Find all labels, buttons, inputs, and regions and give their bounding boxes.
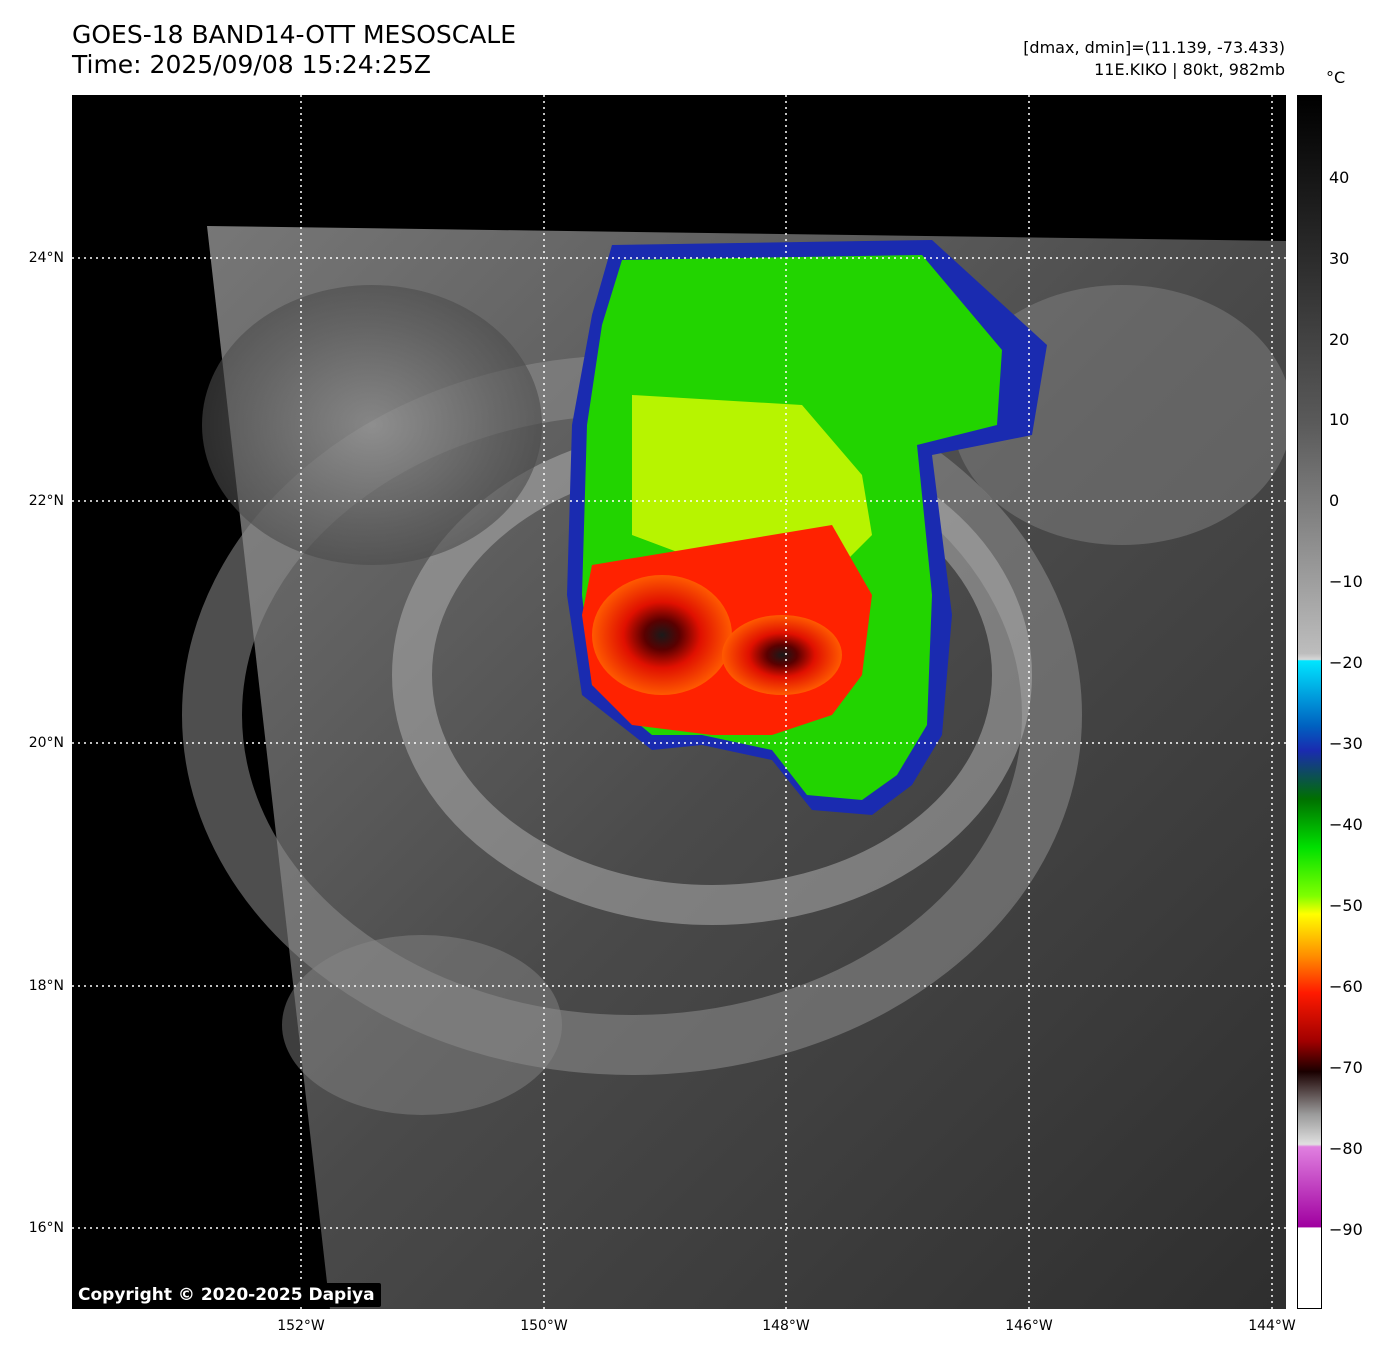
satellite-imagery [72,95,1286,1309]
satellite-map: Copyright © 2020-2025 Dapiya [72,95,1286,1309]
title-product: GOES-18 BAND14-OTT MESOSCALE [72,20,517,49]
figure-title: GOES-18 BAND14-OTT MESOSCALE Time: 2025/… [72,20,516,80]
colorbar-tick-minus50: −50 [1329,896,1363,915]
colorbar-tick-minus10: −10 [1329,572,1363,591]
storm-name-intensity: 11E.KIKO | 80kt, 982mb [1094,60,1285,79]
title-time: Time: 2025/09/08 15:24:25Z [72,50,431,79]
colorbar-tick-minus30: −30 [1329,734,1363,753]
copyright-label: Copyright © 2020-2025 Dapiya [72,1283,381,1307]
lon-label-148w: 148°W [762,1318,810,1334]
lon-label-144w: 144°W [1248,1318,1296,1334]
cold-core-west [592,575,732,695]
lat-label-22n: 22°N [28,493,64,509]
lat-label-20n: 20°N [28,735,64,751]
lon-label-152w: 152°W [277,1318,325,1334]
colorbar-tick-minus40: −40 [1329,815,1363,834]
colorbar [1297,95,1322,1309]
colorbar-tick-minus90: −90 [1329,1220,1363,1239]
storm-info: [dmax, dmin]=(11.139, -73.433) 11E.KIKO … [1023,37,1285,81]
colorbar-unit: °C [1326,68,1346,87]
northwest-cloud-mass [202,285,542,565]
colorbar-tick-minus60: −60 [1329,977,1363,996]
colorbar-tick-0: 0 [1329,491,1340,510]
cold-core-east [722,615,842,695]
colorbar-tick-30: 30 [1329,249,1350,268]
cloud-shield-yellow [632,395,872,565]
lat-label-18n: 18°N [28,978,64,994]
dmax-dmin-text: [dmax, dmin]=(11.139, -73.433) [1023,38,1285,57]
lon-label-150w: 150°W [520,1318,568,1334]
colorbar-tick-minus80: −80 [1329,1139,1363,1158]
lat-label-24n: 24°N [28,250,64,266]
colorbar-tick-20: 20 [1329,330,1350,349]
colorbar-tick-minus20: −20 [1329,653,1363,672]
graticule [72,95,1286,1309]
colorbar-tick-minus70: −70 [1329,1058,1363,1077]
colorbar-tick-10: 10 [1329,410,1350,429]
lat-label-16n: 16°N [28,1220,64,1236]
colorbar-tick-40: 40 [1329,168,1350,187]
southwest-cloud-mass [282,935,562,1115]
lon-label-146w: 146°W [1005,1318,1053,1334]
